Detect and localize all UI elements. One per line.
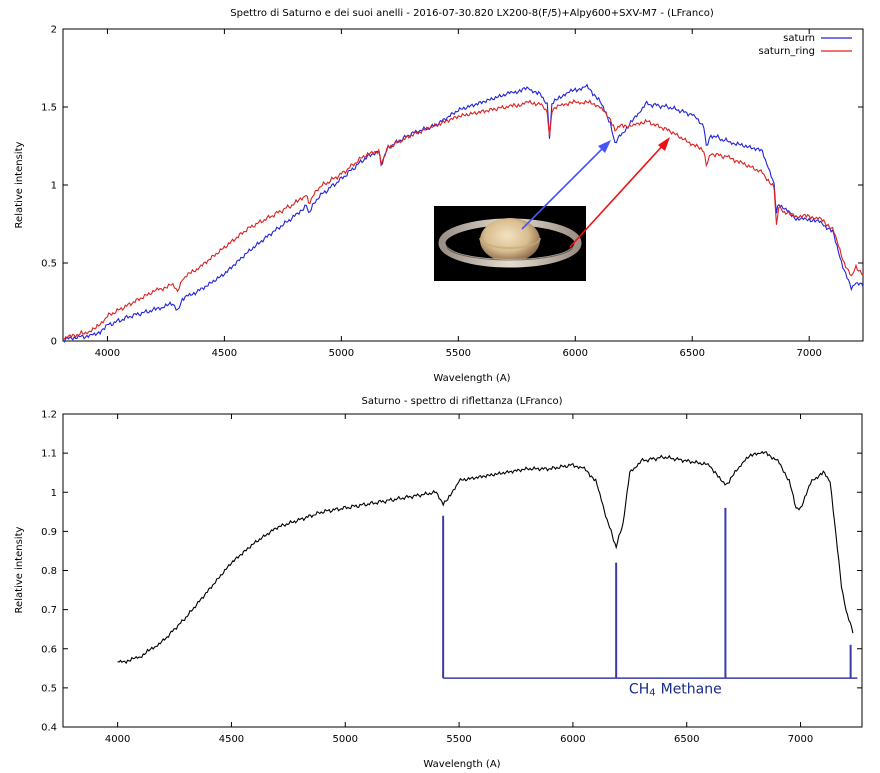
methane-subscript: 4	[649, 688, 655, 699]
y-tick-label: 1	[51, 488, 57, 499]
methane-markers	[442, 507, 858, 679]
y-tick-label: 1.2	[41, 410, 57, 421]
series-saturn-ring	[62, 98, 864, 341]
saturn-photo	[434, 206, 586, 281]
chart-2-y-ticks: 0.4 0.5 0.6 0.7 0.8 0.9 1 1.1 1.2	[41, 410, 862, 734]
chart-2: Saturno - spettro di riflettanza (LFranc…	[14, 396, 863, 770]
y-tick-label: 0.7	[41, 605, 57, 616]
arrow-ring-to-spectrum	[569, 137, 670, 248]
y-tick-label: 0.6	[41, 644, 57, 655]
chart-2-plot-frame	[62, 413, 863, 728]
x-tick-label: 5500	[446, 734, 471, 745]
y-tick-label: 2	[51, 25, 57, 36]
y-tick-label: 0.9	[41, 527, 57, 538]
x-tick-label: 5500	[446, 348, 471, 359]
y-tick-label: 1	[51, 181, 57, 192]
methane-word: Methane	[661, 682, 722, 698]
chart-1: Spettro di Saturno e dei suoi anelli - 2…	[14, 8, 864, 384]
x-tick-label: 6000	[563, 348, 588, 359]
x-tick-label: 7000	[796, 348, 821, 359]
legend-label-saturn-ring: saturn_ring	[759, 46, 815, 57]
methane-annotation: CH4 Methane	[629, 682, 722, 699]
chart-1-series	[62, 83, 864, 343]
x-tick-label: 4500	[212, 348, 237, 359]
x-tick-label: 6500	[680, 348, 705, 359]
y-tick-label: 1.5	[41, 103, 57, 114]
chart-2-series	[117, 450, 854, 665]
chart-1-y-ticks: 0 0.5 1 1.5 2	[41, 25, 863, 348]
y-tick-label: 0.5	[41, 683, 57, 694]
y-tick-label: 1.1	[41, 449, 57, 460]
y-tick-label: 0	[51, 337, 57, 348]
legend-label-saturn: saturn	[783, 33, 815, 44]
chart-2-title: Saturno - spettro di riflettanza (LFranc…	[362, 396, 563, 407]
series-reflectance	[117, 450, 854, 665]
chart-1-title: Spettro di Saturno e dei suoi anelli - 2…	[230, 8, 714, 19]
chart-1-x-ticks: 4000 4500 5000 5500 6000 6500 7000	[95, 29, 822, 359]
chart-2-y-label: Relative intensity	[14, 526, 25, 613]
y-tick-label: 0.4	[41, 723, 57, 734]
chart-2-x-ticks: 4000 4500 5000 5500 6000 6500 7000	[105, 414, 813, 745]
y-tick-label: 0.5	[41, 259, 57, 270]
chart-1-legend: saturn saturn_ring	[759, 33, 852, 57]
x-tick-label: 4000	[105, 734, 130, 745]
x-tick-label: 4000	[95, 348, 120, 359]
x-tick-label: 6500	[674, 734, 699, 745]
arrow-globe-to-spectrum	[521, 140, 611, 230]
y-tick-label: 0.8	[41, 566, 57, 577]
chart-1-y-label: Relative intensity	[14, 141, 25, 228]
x-tick-label: 4500	[219, 734, 244, 745]
x-tick-label: 7000	[788, 734, 813, 745]
x-tick-label: 6000	[560, 734, 585, 745]
chart-1-plot-frame	[62, 28, 864, 342]
methane-ch: CH	[629, 682, 649, 698]
x-tick-label: 5000	[329, 348, 354, 359]
series-saturn	[62, 83, 864, 343]
x-tick-label: 5000	[333, 734, 358, 745]
chart-2-x-label: Wavelength (A)	[423, 759, 500, 770]
chart-1-x-label: Wavelength (A)	[433, 373, 510, 384]
